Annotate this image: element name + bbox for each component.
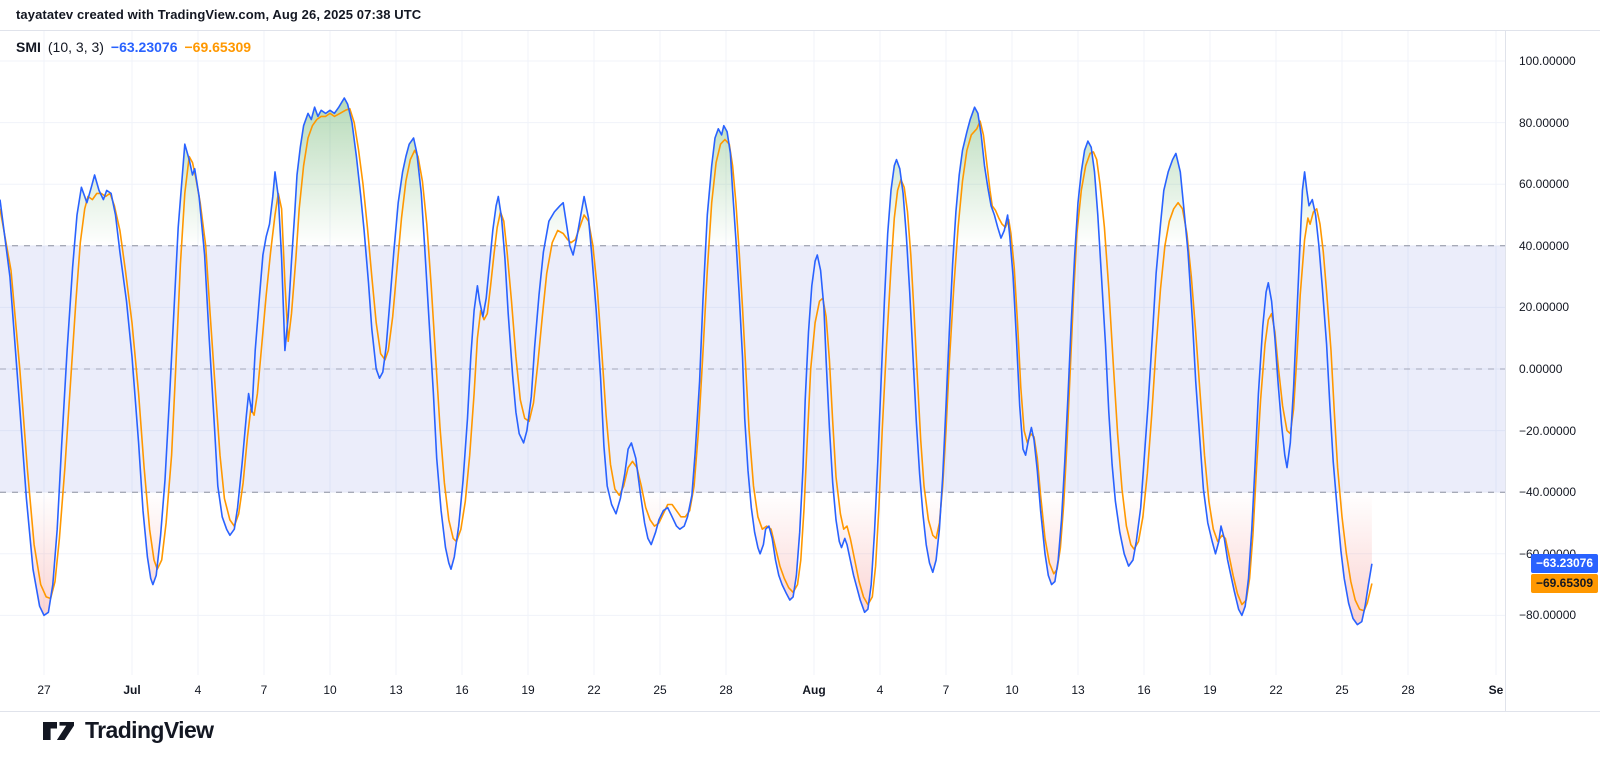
chart-area: SMI (10, 3, 3) −63.23076 −69.65309 100.00… bbox=[0, 30, 1600, 712]
time-axis-label: 4 bbox=[194, 683, 202, 697]
smi-signal-line bbox=[0, 107, 1373, 612]
time-axis-label: 10 bbox=[1005, 683, 1019, 697]
time-axis-label: 7 bbox=[260, 683, 268, 697]
price-axis-label: −40.00000 bbox=[1519, 485, 1577, 500]
indicator-legend[interactable]: SMI (10, 3, 3) −63.23076 −69.65309 bbox=[16, 39, 251, 55]
time-axis-label: 19 bbox=[1203, 683, 1217, 697]
last-value-badge-signal: −69.65309 bbox=[1531, 573, 1598, 593]
price-axis-label: −20.00000 bbox=[1519, 423, 1577, 438]
time-axis-label: 22 bbox=[587, 683, 601, 697]
time-axis[interactable]: 27 Jul 4 7 10 13 16 19 22 25 28 Aug 4 7 10 13 16 19 22 25 28… bbox=[0, 675, 1600, 711]
time-axis-label: 13 bbox=[1071, 683, 1085, 697]
price-axis-label: 80.00000 bbox=[1519, 115, 1570, 130]
time-axis-label: 4 bbox=[876, 683, 884, 697]
time-axis-label: Jul bbox=[123, 683, 141, 697]
footer: TradingView bbox=[42, 716, 214, 744]
price-axis-label: −80.00000 bbox=[1519, 608, 1577, 623]
price-axis-label: 40.00000 bbox=[1519, 238, 1570, 253]
time-axis-label: 16 bbox=[455, 683, 469, 697]
indicator-value-signal: −69.65309 bbox=[184, 39, 252, 55]
oversold-fill bbox=[25, 492, 1372, 625]
time-axis-label: Se bbox=[1488, 683, 1504, 697]
indicator-title: SMI bbox=[16, 39, 41, 55]
time-axis-label: 25 bbox=[653, 683, 667, 697]
price-axis-label: 100.00000 bbox=[1519, 54, 1576, 68]
time-axis-label: 28 bbox=[719, 683, 733, 697]
price-axis[interactable]: 100.00000 80.00000 60.00000 40.00000 20.0000… bbox=[1505, 31, 1600, 711]
last-value-badge-smi: −63.23076 bbox=[1531, 553, 1598, 573]
price-axis-label: 60.00000 bbox=[1519, 177, 1570, 192]
price-axis-label: 0.00000 bbox=[1519, 362, 1563, 376]
time-axis-label: 25 bbox=[1335, 683, 1349, 697]
tradingview-logo-icon[interactable] bbox=[42, 716, 75, 744]
time-axis-label: 28 bbox=[1401, 683, 1415, 697]
time-axis-label: 10 bbox=[323, 683, 337, 697]
time-axis-label: 7 bbox=[942, 683, 950, 697]
indicator-params: (10, 3, 3) bbox=[47, 39, 104, 55]
time-axis-label: 19 bbox=[521, 683, 535, 697]
tradingview-logo-text[interactable]: TradingView bbox=[85, 716, 214, 743]
price-axis-label: 20.00000 bbox=[1519, 300, 1570, 315]
smi-band bbox=[0, 245, 1505, 493]
time-axis-label: Aug bbox=[802, 683, 826, 697]
smi-main-line bbox=[0, 97, 1373, 626]
time-axis-label: 13 bbox=[389, 683, 403, 697]
attribution-text: tayatatev created with TradingView.com, … bbox=[16, 7, 422, 22]
overbought-fill bbox=[0, 98, 1372, 246]
time-axis-label: 27 bbox=[37, 683, 51, 697]
time-axis-label: 22 bbox=[1269, 683, 1283, 697]
indicator-value-smi: −63.23076 bbox=[110, 39, 178, 55]
smi-chart-svg[interactable] bbox=[0, 31, 1505, 711]
time-axis-label: 16 bbox=[1137, 683, 1151, 697]
